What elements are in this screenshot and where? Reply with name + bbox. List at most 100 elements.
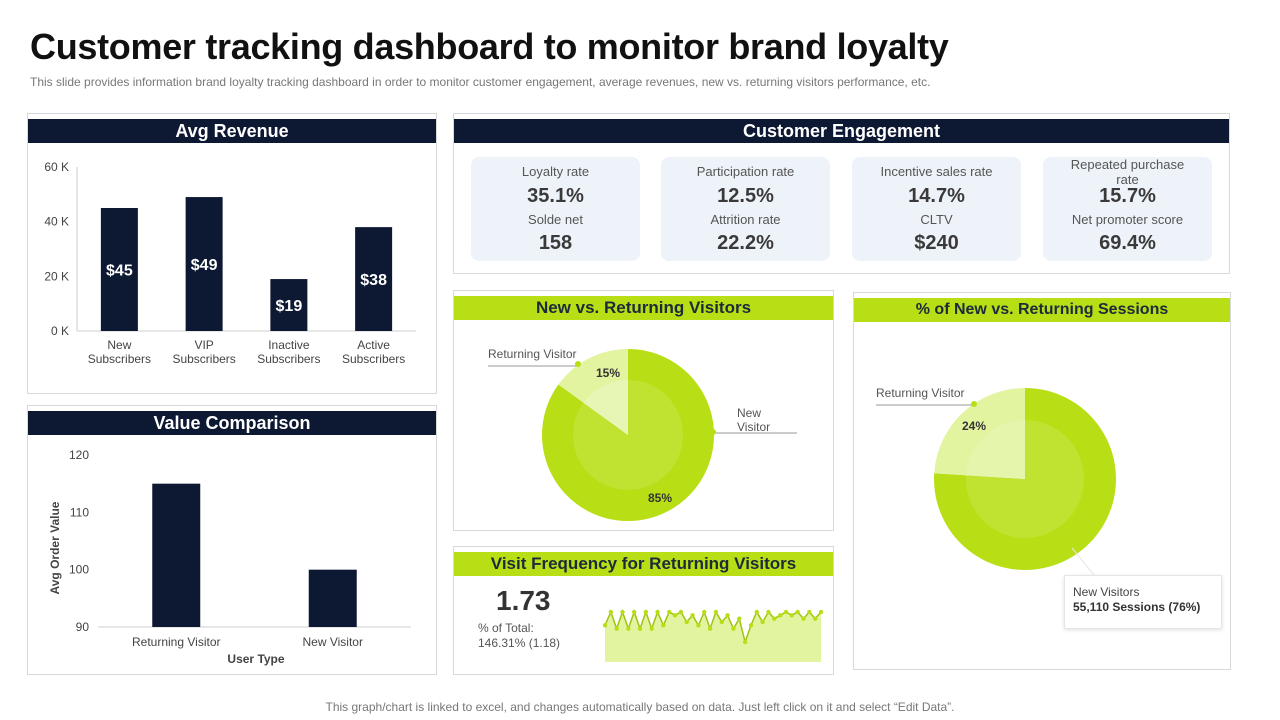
pie-slice-returning-visitor[interactable] (934, 388, 1025, 479)
sparkline-area (605, 612, 821, 662)
page-subtitle: This slide provides information brand lo… (30, 75, 931, 89)
sessions-title: % of New vs. Returning Sessions (854, 298, 1230, 322)
sparkline-point (731, 626, 736, 631)
value-comparison-chart[interactable]: 120 110 100 90 Returning Visitor New Visitor U… (28, 406, 438, 676)
sparkline-point (690, 613, 695, 618)
new-visitor-callout-1: New (737, 406, 761, 420)
visit-frequency-panel: Visit Frequency for Returning Visitors 1… (453, 546, 834, 675)
metric-label: Repeated purchase (1070, 157, 1185, 172)
sparkline-point (631, 609, 637, 615)
pie-label-returning: 24% (962, 419, 986, 433)
bar[interactable] (152, 483, 201, 627)
avg-revenue-chart[interactable]: 60 K40 K20 K0 K$45NewSubscribers$49VIPSu… (28, 114, 438, 395)
bar[interactable] (308, 569, 357, 627)
visitors-panel: New vs. Returning Visitors Returning Vis… (453, 290, 834, 531)
metric-value: 69.4% (1099, 232, 1156, 254)
sessions-pie-chart[interactable]: Returning Visitor 24% (854, 293, 1232, 671)
x-axis-title: User Type (227, 652, 284, 666)
bar[interactable] (270, 279, 308, 331)
bar-data-label: $38 (360, 272, 387, 289)
tooltip-title: New Visitors (1073, 585, 1140, 599)
returning-visitor-callout: Returning Visitor (488, 347, 577, 361)
bar[interactable] (185, 197, 223, 331)
x-tick-label: Subscribers (88, 352, 151, 366)
metric-label: Incentive sales rate (880, 164, 993, 179)
metric-label: Attrition rate (710, 212, 781, 227)
sparkline-point (777, 613, 783, 618)
visit-frequency-pct: % of Total: 146.31% (1.18) (478, 621, 560, 651)
metric-value: 15.7% (1099, 185, 1156, 207)
visit-frequency-title: Visit Frequency for Returning Visitors (454, 552, 833, 576)
sparkline-point (742, 639, 748, 645)
metric-label: Net promoter score (1071, 212, 1184, 227)
sparkline-point (748, 623, 754, 628)
pie-slice-returning-visitor[interactable] (558, 349, 628, 435)
x-tick-label: New Visitor (303, 635, 363, 649)
footer-note: This graph/chart is linked to excel, and… (325, 700, 955, 714)
x-tick-label: Active (357, 338, 390, 352)
value-comparison-title: Value Comparison (28, 411, 436, 435)
sparkline-point (789, 613, 795, 618)
visit-frequency-value: 1.73 (496, 585, 551, 616)
y-tick-label: 110 (70, 505, 89, 519)
sparkline-point (637, 626, 643, 631)
bar-data-label: $45 (106, 263, 133, 280)
sparkline-point (719, 619, 724, 625)
x-tick-label: Subscribers (342, 352, 405, 366)
y-tick-label: 20 K (44, 269, 69, 283)
sparkline-point (672, 613, 678, 618)
tooltip-pointer (1071, 547, 1095, 576)
callout-dot (971, 401, 977, 407)
sparkline-point (760, 619, 765, 625)
sparkline-point (707, 626, 713, 631)
tooltip-value: 55,110 Sessions (76%) (1073, 600, 1201, 614)
sparkline-point (696, 623, 701, 628)
sparkline-point (614, 626, 619, 631)
metric-label: Solde net (528, 212, 583, 227)
sparkline-point (702, 609, 707, 615)
bar-data-label: $19 (276, 298, 303, 315)
visit-frequency-sparkline[interactable] (454, 547, 835, 676)
metric-label: CLTV (920, 212, 953, 227)
x-tick-label: New (107, 338, 131, 352)
sparkline-point (783, 609, 789, 615)
sparkline-point (667, 609, 672, 615)
sparkline-point (602, 623, 608, 628)
y-tick-label: 120 (69, 448, 89, 462)
x-tick-label: Subscribers (257, 352, 320, 366)
page-title: Customer tracking dashboard to monitor b… (30, 26, 949, 67)
metric-label: Participation rate (696, 164, 795, 179)
visitors-pie-chart[interactable]: Returning Visitor New Visitor 15% 85% (454, 291, 835, 532)
metric-value: 14.7% (908, 185, 965, 207)
sparkline-point (684, 619, 689, 625)
metric-label: Loyalty rate (521, 164, 590, 179)
y-tick-label: 60 K (44, 160, 69, 174)
bar[interactable] (100, 208, 138, 331)
y-tick-label: 100 (69, 563, 89, 577)
sparkline-point (620, 609, 625, 615)
x-tick-label: Subscribers (172, 352, 235, 366)
metric-card-repeated: Repeated purchase rate 15.7% Net promote… (1043, 157, 1212, 261)
sparkline-point (737, 616, 742, 621)
customer-engagement-title: Customer Engagement (454, 119, 1229, 143)
metric-card-loyalty: Loyalty rate 35.1% Solde net 158 (471, 157, 640, 261)
callout-dot (710, 429, 716, 435)
metric-value: $240 (914, 232, 959, 254)
sparkline-point (649, 626, 654, 631)
new-visitor-callout-2: Visitor (737, 420, 770, 434)
sparkline-point (725, 613, 730, 618)
sparkline-point (678, 609, 684, 615)
sparkline-point (713, 609, 719, 615)
sparkline-point (772, 616, 777, 621)
avg-revenue-title: Avg Revenue (28, 119, 436, 143)
y-tick-label: 0 K (51, 324, 69, 338)
sparkline-point (643, 609, 649, 615)
metric-card-participation: Participation rate 12.5% Attrition rate … (661, 157, 830, 261)
sparkline-point (818, 609, 824, 615)
x-tick-label: Returning Visitor (132, 635, 221, 649)
bar[interactable] (355, 227, 393, 331)
pct-label: % of Total: (478, 621, 534, 635)
sparkline-point (655, 609, 660, 615)
callout-dot (575, 361, 581, 367)
